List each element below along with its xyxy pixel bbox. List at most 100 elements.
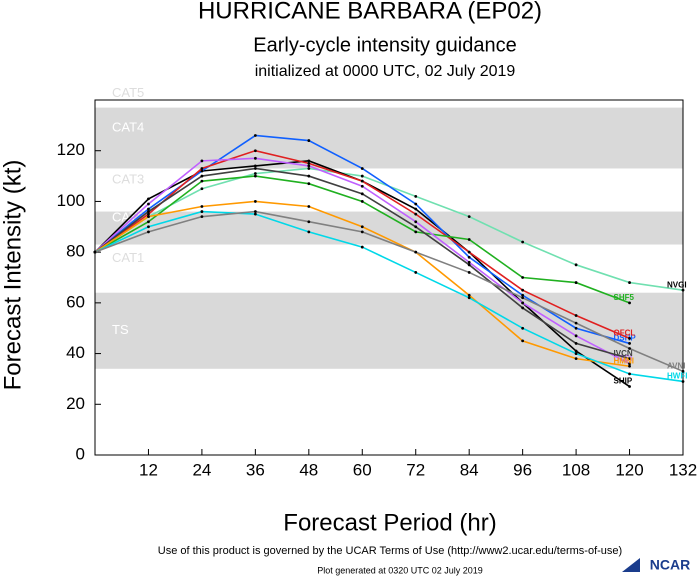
- point: [574, 342, 578, 345]
- point: [147, 202, 150, 206]
- footer: Use of this product is governed by the U…: [158, 545, 622, 557]
- point: [360, 174, 364, 178]
- point: [253, 167, 257, 170]
- point: [253, 134, 257, 137]
- series-label: OFCL: [614, 328, 636, 337]
- point: [574, 352, 578, 355]
- x-tick-label: 120: [615, 460, 643, 479]
- point: [574, 321, 578, 325]
- point: [628, 347, 631, 350]
- point: [521, 301, 525, 305]
- point: [467, 238, 471, 241]
- series-label: CTCI: [614, 354, 633, 363]
- point: [521, 296, 525, 300]
- point: [467, 271, 471, 274]
- point: [253, 174, 257, 178]
- point: [628, 385, 631, 388]
- point: [414, 230, 418, 234]
- point: [467, 255, 471, 259]
- point: [521, 288, 525, 292]
- series-label: HWFI: [667, 372, 687, 381]
- point: [574, 349, 578, 353]
- y-tick-label: 80: [66, 242, 85, 261]
- point: [307, 182, 311, 186]
- point: [521, 326, 525, 330]
- logo: NCAR: [650, 557, 690, 573]
- point: [574, 357, 578, 361]
- point: [521, 293, 525, 297]
- point: [307, 161, 311, 165]
- point: [200, 159, 204, 163]
- generated-note: Plot generated at 0320 UTC 02 July 2019: [317, 565, 483, 575]
- point: [681, 380, 685, 383]
- point: [574, 326, 578, 330]
- point: [628, 357, 631, 361]
- x-axis-label: Forecast Period (hr): [283, 509, 496, 536]
- point: [574, 334, 578, 338]
- point: [147, 230, 150, 234]
- point: [574, 281, 578, 284]
- point: [307, 230, 311, 234]
- point: [307, 167, 311, 170]
- point: [307, 174, 311, 178]
- band-label: CAT5: [112, 85, 144, 100]
- point: [681, 369, 685, 373]
- band-label: TS: [112, 322, 129, 337]
- series-label: SHIP: [614, 377, 633, 386]
- point: [521, 276, 525, 279]
- point: [628, 364, 631, 368]
- chart-title: HURRICANE BARBARA (EP02): [198, 0, 542, 24]
- x-tick-label: 72: [406, 460, 425, 479]
- y-tick-label: 0: [76, 444, 85, 463]
- band-label: CAT3: [112, 171, 144, 186]
- y-tick-label: 20: [66, 394, 85, 413]
- point: [200, 187, 204, 191]
- point: [307, 205, 311, 208]
- init-note: initialized at 0000 UTC, 02 July 2019: [255, 63, 516, 80]
- point: [360, 192, 364, 196]
- y-tick-label: 100: [57, 191, 85, 210]
- point: [253, 164, 257, 168]
- point: [628, 281, 631, 284]
- point: [253, 172, 257, 175]
- point: [253, 212, 257, 216]
- y-axis-label: Forecast Intensity (kt): [0, 160, 26, 391]
- logo-mark: [622, 558, 640, 572]
- point: [360, 179, 364, 183]
- x-tick-label: 48: [299, 460, 318, 479]
- x-tick-label: 36: [246, 460, 265, 479]
- band-label: CAT1: [112, 250, 144, 265]
- series-line: [94, 210, 684, 383]
- point: [200, 179, 204, 183]
- chart-subtitle: Early-cycle intensity guidance: [253, 34, 516, 56]
- point: [628, 342, 631, 345]
- point: [414, 212, 418, 216]
- point: [147, 225, 150, 229]
- category-band: [95, 107, 683, 169]
- point: [467, 215, 471, 219]
- point: [521, 306, 525, 310]
- series-label: DSHP: [614, 334, 637, 343]
- x-tick-label: 84: [460, 460, 479, 479]
- band-label: CAT4: [112, 119, 144, 134]
- point: [360, 184, 364, 188]
- point: [147, 207, 150, 211]
- x-tick-label: 108: [562, 460, 590, 479]
- series-label: HMNI: [614, 356, 634, 365]
- point: [307, 139, 311, 142]
- point: [414, 225, 418, 229]
- x-tick-label: 60: [353, 460, 372, 479]
- point: [360, 230, 364, 234]
- point: [360, 225, 364, 229]
- point: [253, 149, 257, 153]
- point: [360, 200, 364, 203]
- point: [681, 288, 685, 292]
- point: [467, 260, 471, 264]
- point: [574, 263, 578, 267]
- point: [307, 220, 311, 224]
- series-label: NVGI: [667, 280, 687, 289]
- point: [521, 339, 525, 343]
- y-tick-label: 40: [66, 343, 85, 362]
- point: [253, 200, 257, 203]
